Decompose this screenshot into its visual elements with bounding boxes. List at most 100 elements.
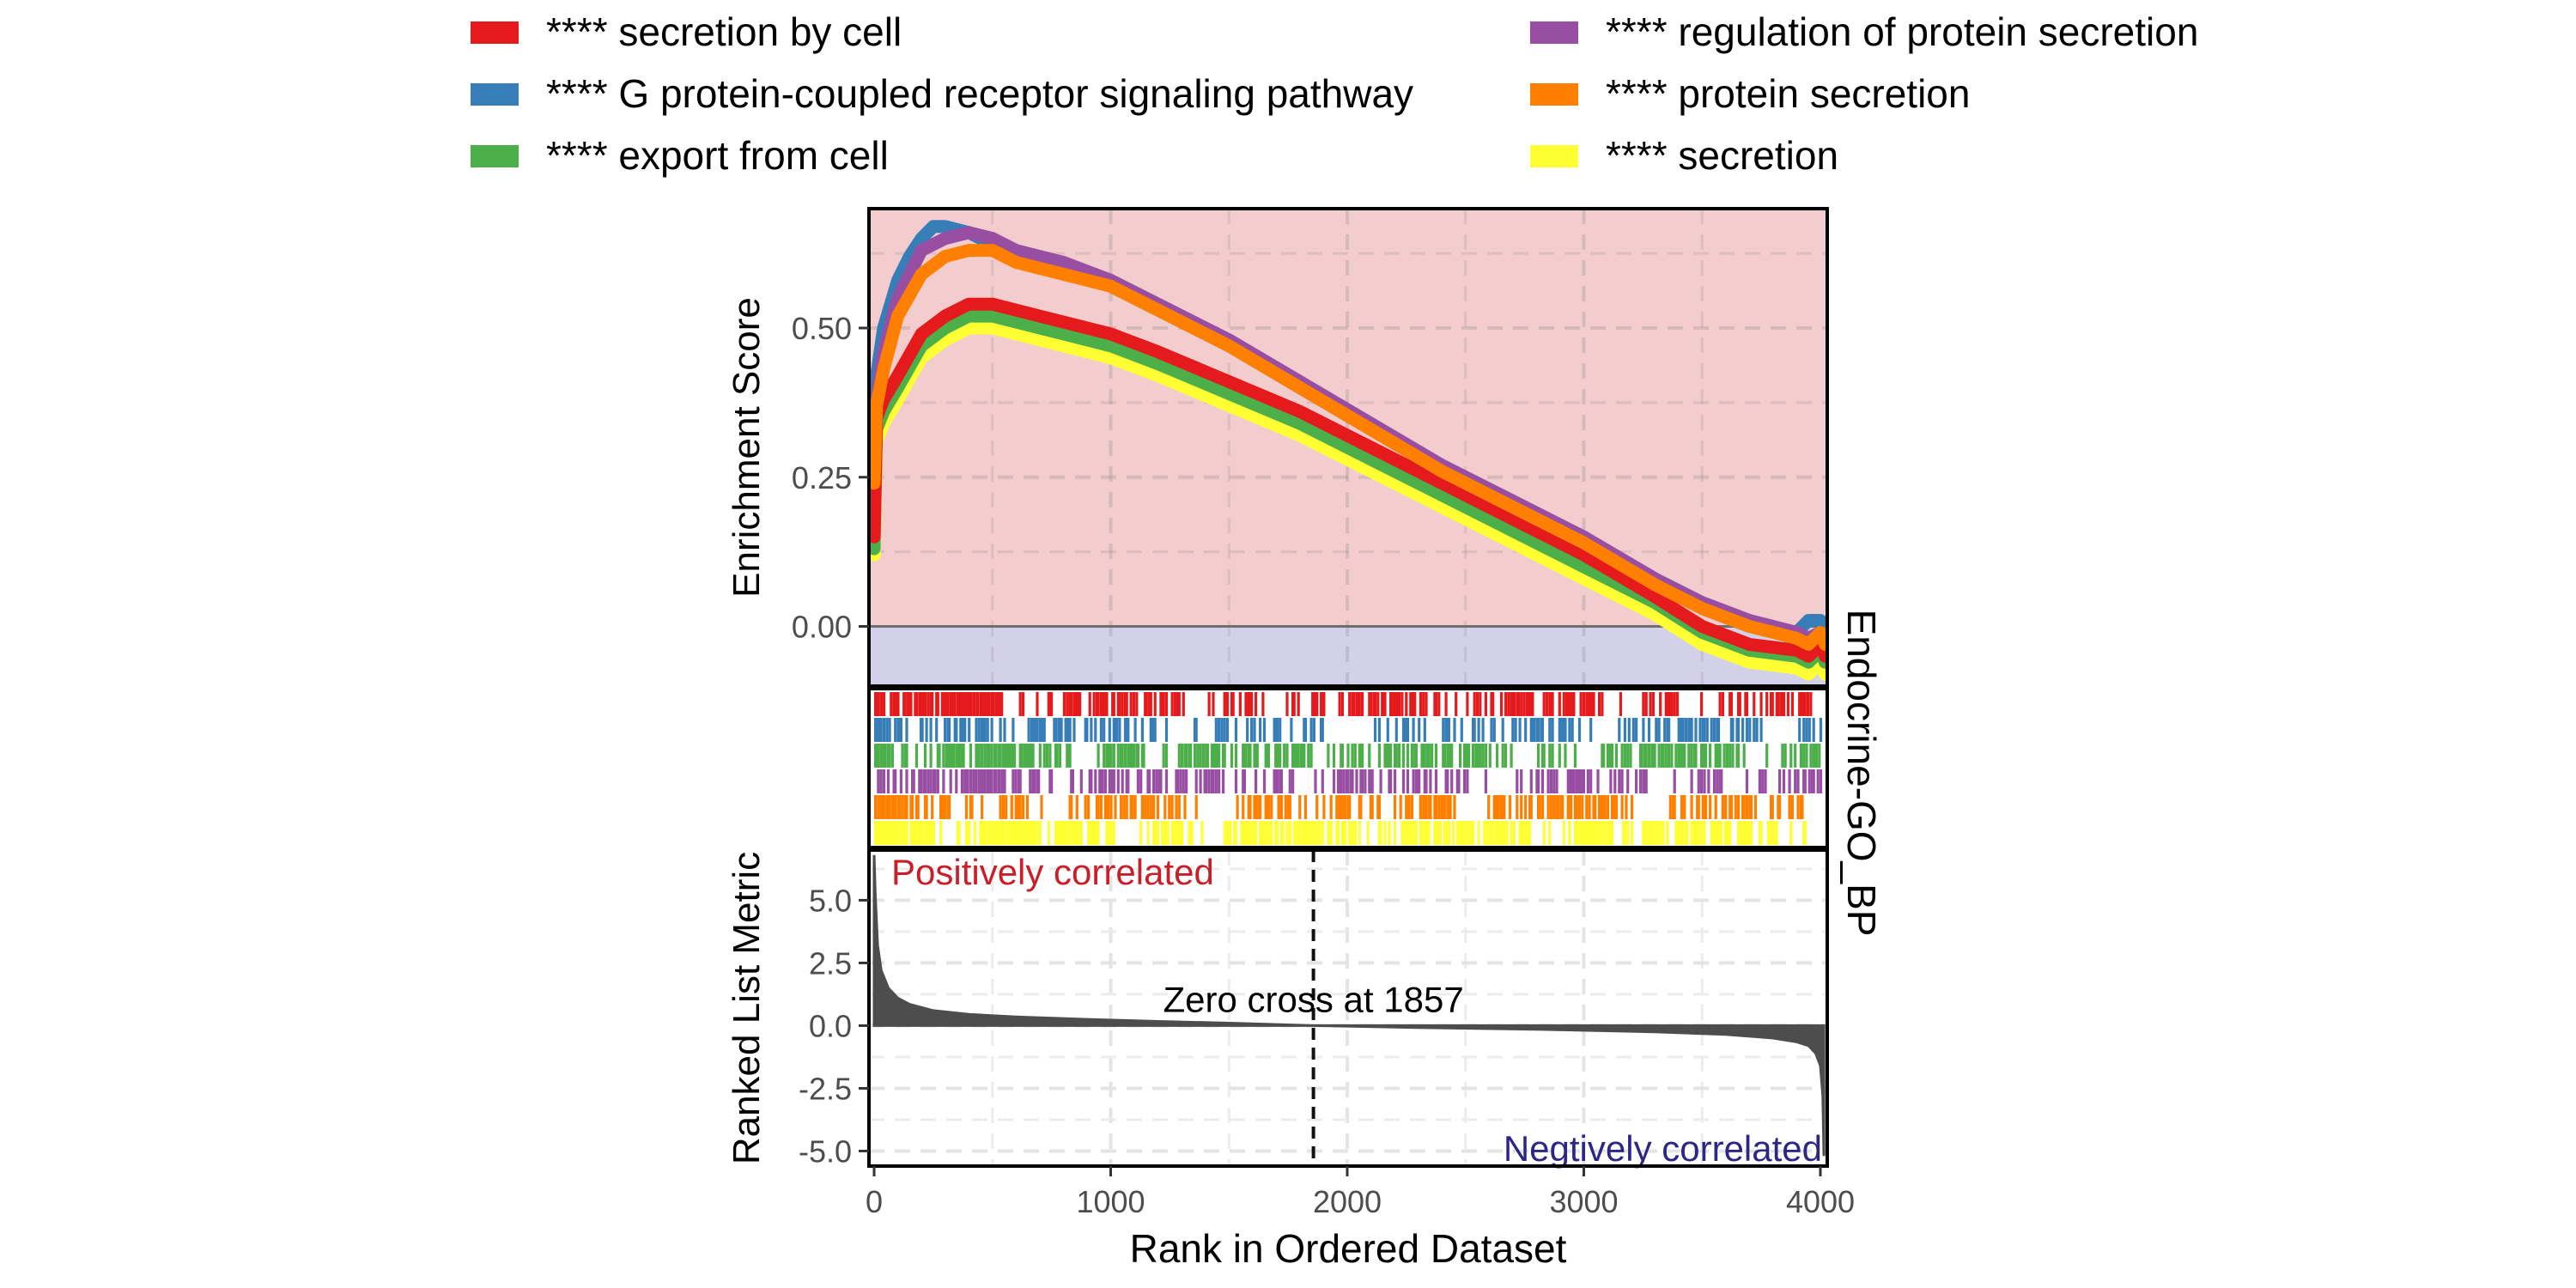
hit-bar bbox=[1214, 744, 1218, 768]
hit-bar bbox=[997, 769, 1000, 793]
hit-bar bbox=[1361, 744, 1364, 768]
hit-bar bbox=[1200, 821, 1204, 845]
hit-bar bbox=[1314, 692, 1317, 716]
hit-bar bbox=[1016, 821, 1019, 845]
hit-bar bbox=[1626, 744, 1630, 768]
hit-bar bbox=[1683, 744, 1686, 768]
hit-bar bbox=[1602, 821, 1606, 845]
hit-bar bbox=[1812, 744, 1815, 768]
hit-bar bbox=[1054, 718, 1058, 742]
hit-bar bbox=[1406, 718, 1410, 742]
hit-bar bbox=[1364, 769, 1367, 793]
hit-bar bbox=[1510, 692, 1513, 716]
hit-bar bbox=[1639, 769, 1643, 793]
hit-bar bbox=[1135, 692, 1139, 716]
hit-bar bbox=[1585, 821, 1589, 845]
hit-bar bbox=[1164, 744, 1169, 768]
hit-bar bbox=[1234, 769, 1238, 793]
hit-bar bbox=[1677, 744, 1680, 768]
hit-bar bbox=[951, 692, 956, 716]
hit-bar bbox=[963, 718, 967, 742]
hit-bar bbox=[890, 692, 893, 716]
hit-bar bbox=[1464, 744, 1467, 768]
hit-bar bbox=[909, 692, 913, 716]
hit-bar bbox=[994, 821, 998, 845]
hit-bar bbox=[1410, 692, 1413, 716]
hit-bar bbox=[1429, 795, 1432, 819]
hit-bar bbox=[1361, 692, 1364, 716]
hit-bar bbox=[1814, 744, 1819, 768]
hit-bar bbox=[1716, 744, 1719, 768]
hit-bar bbox=[1490, 718, 1493, 742]
hit-bar bbox=[1401, 744, 1406, 768]
hit-bar bbox=[1303, 744, 1306, 768]
hit-bar bbox=[1522, 692, 1526, 716]
hit-bar bbox=[1700, 692, 1704, 716]
hit-bar bbox=[1551, 744, 1554, 768]
hit-bar bbox=[1194, 795, 1198, 819]
hit-bar bbox=[1419, 692, 1422, 716]
hit-bar bbox=[1405, 718, 1408, 742]
hit-bar bbox=[1642, 718, 1645, 742]
hit-bar bbox=[1783, 744, 1787, 768]
hit-bar bbox=[1716, 718, 1719, 742]
hit-bar bbox=[1327, 744, 1330, 768]
hit-bar bbox=[879, 744, 883, 768]
hit-bar bbox=[1394, 795, 1397, 819]
hit-bar bbox=[1525, 821, 1528, 845]
hit-bar bbox=[1423, 769, 1426, 793]
hit-bar bbox=[929, 744, 933, 768]
hit-bar bbox=[1381, 692, 1384, 716]
hit-bar bbox=[1598, 821, 1601, 845]
hit-bar bbox=[1149, 795, 1152, 819]
hit-bar bbox=[1377, 744, 1381, 768]
hit-bar bbox=[1160, 821, 1164, 845]
hit-bar bbox=[1193, 718, 1197, 742]
hit-bar bbox=[1075, 821, 1078, 845]
hit-bar bbox=[896, 692, 900, 716]
hit-bar bbox=[1568, 769, 1571, 793]
hit-bar bbox=[1731, 718, 1735, 742]
hit-bar bbox=[1279, 718, 1282, 742]
hit-bar bbox=[1314, 769, 1317, 793]
hit-bar bbox=[1225, 692, 1230, 716]
hit-bar bbox=[1357, 692, 1360, 716]
hit-bar bbox=[1091, 821, 1095, 845]
hit-bar bbox=[894, 718, 897, 742]
hit-bar bbox=[1442, 795, 1445, 819]
hit-bar bbox=[1557, 795, 1560, 819]
hit-bar bbox=[1720, 769, 1723, 793]
hit-bar bbox=[1369, 769, 1373, 793]
negative-region bbox=[869, 626, 1827, 686]
hit-bar bbox=[1164, 769, 1169, 793]
hit-bar bbox=[1625, 821, 1628, 845]
hit-bar bbox=[1145, 692, 1148, 716]
hit-bar bbox=[1572, 769, 1576, 793]
y-tick-label: 5.0 bbox=[809, 883, 852, 918]
hit-bar bbox=[1129, 692, 1133, 716]
enrichment-y-axis: 0.00 0.25 0.50 bbox=[792, 311, 869, 645]
hit-bar bbox=[1392, 692, 1395, 716]
hit-bar bbox=[1450, 769, 1454, 793]
hit-bar bbox=[1475, 692, 1479, 716]
hit-bar bbox=[948, 718, 951, 742]
hit-bar bbox=[1571, 718, 1574, 742]
hit-bar bbox=[1687, 718, 1691, 742]
hit-bar bbox=[1809, 744, 1813, 768]
hit-bar bbox=[1212, 769, 1215, 793]
hit-bar bbox=[1071, 769, 1074, 793]
hit-bar bbox=[1274, 769, 1278, 793]
hit-bar bbox=[1142, 744, 1145, 768]
hit-bar bbox=[969, 692, 972, 716]
hit-bar bbox=[946, 795, 950, 819]
hit-bar bbox=[1777, 795, 1780, 819]
hit-bar bbox=[1181, 744, 1184, 768]
hit-bar bbox=[923, 744, 927, 768]
hit-bar bbox=[882, 795, 886, 819]
hit-bar bbox=[1274, 821, 1278, 845]
hit-bar bbox=[1423, 718, 1426, 742]
hit-bar bbox=[1771, 821, 1774, 845]
hit-bar bbox=[1352, 692, 1356, 716]
hit-bar bbox=[1585, 795, 1589, 819]
hit-bar bbox=[997, 744, 1000, 768]
